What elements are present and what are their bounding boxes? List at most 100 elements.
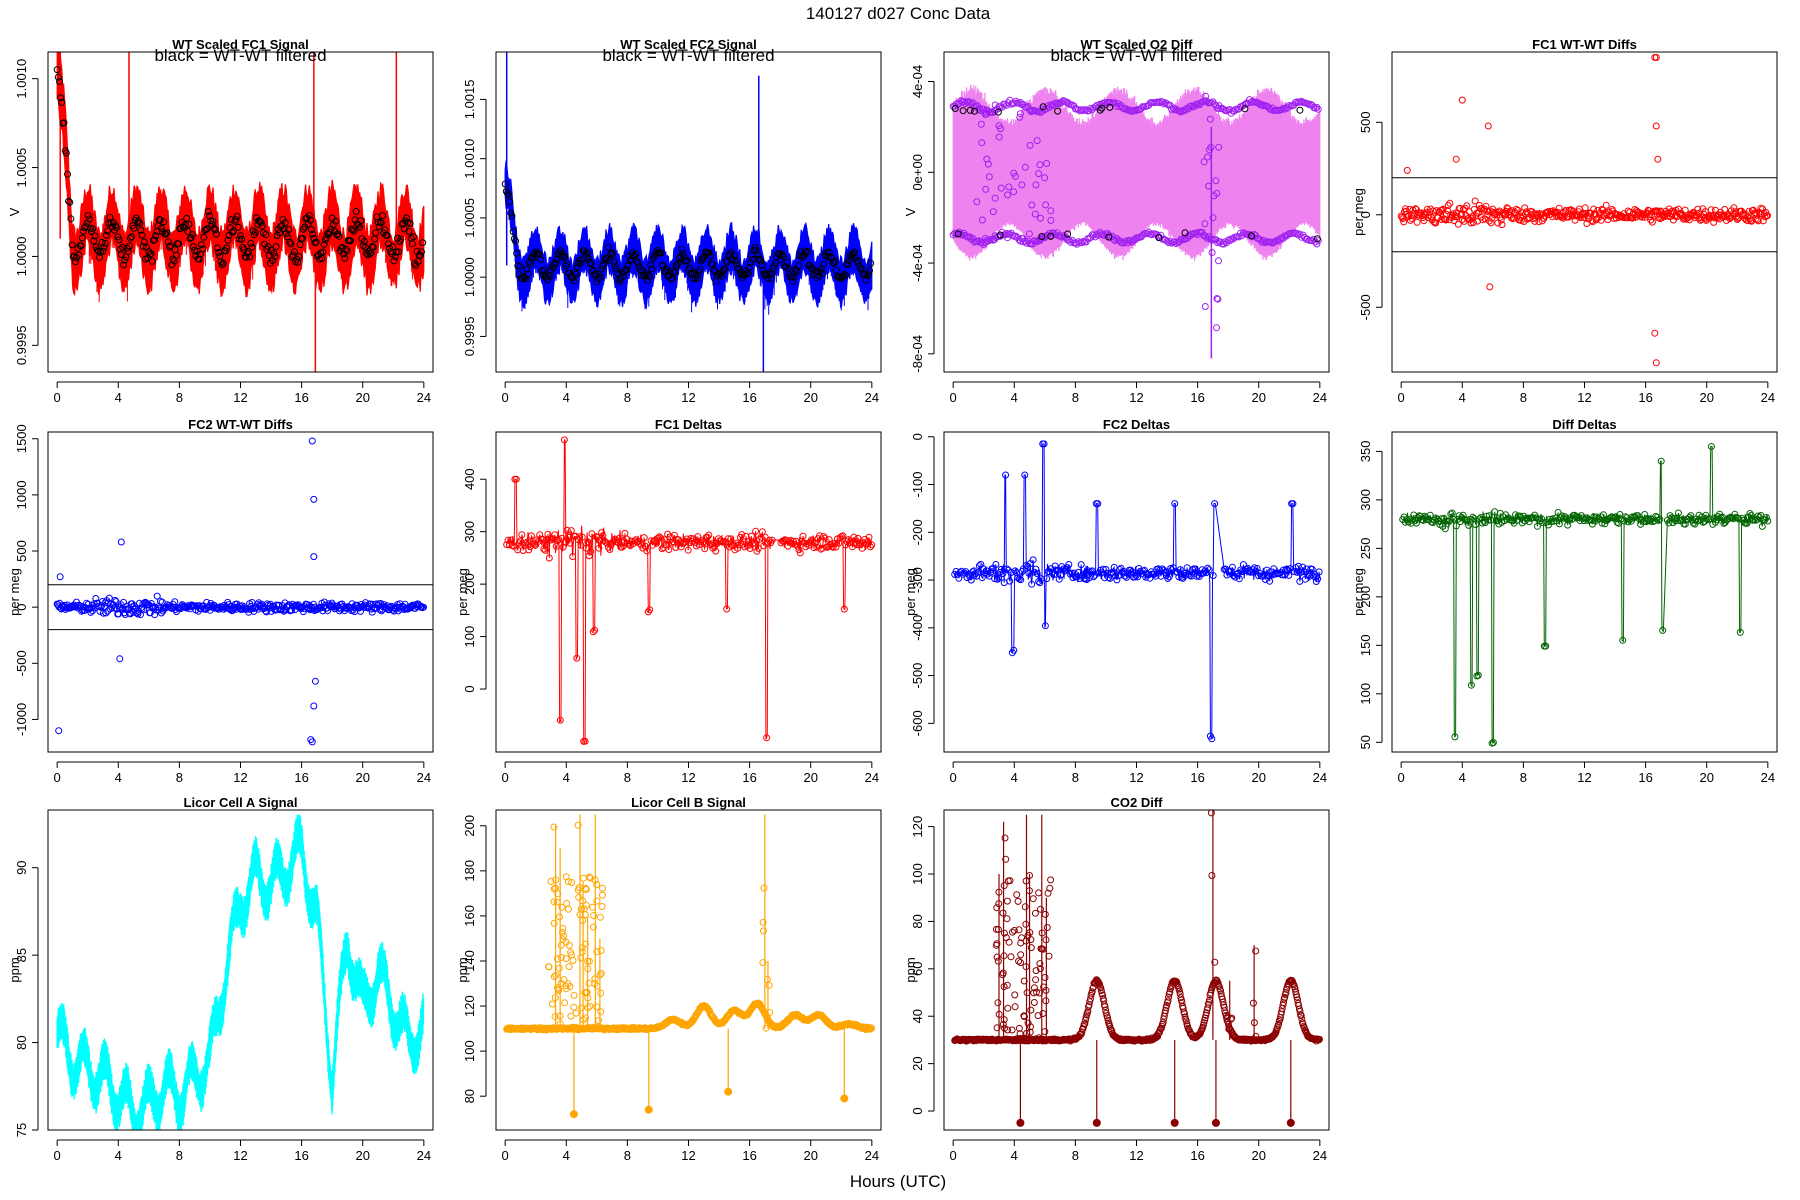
delta-point: [999, 570, 1007, 578]
y-axis-label: per meg: [455, 568, 470, 616]
y-axis-label: V: [903, 207, 918, 216]
delta-point: [758, 528, 766, 536]
y-tick-label: 1000: [14, 480, 29, 509]
filtered-point: [658, 261, 666, 269]
delta-point: [563, 526, 571, 534]
delta-point: [1584, 517, 1592, 524]
o2-point-dip: [1201, 303, 1209, 310]
delta-point: [1447, 510, 1455, 518]
panel-note: black = WT-WT filtered: [602, 46, 774, 65]
filtered-point: [696, 266, 704, 273]
filtered-point: [405, 227, 413, 235]
diff-outlier: [308, 738, 316, 746]
delta-point: [1535, 515, 1543, 523]
filtered-point: [166, 243, 173, 251]
delta-point: [1102, 566, 1110, 573]
x-tick-label: 8: [624, 390, 631, 405]
y-tick-label: 200: [462, 573, 477, 595]
delta-point: [840, 605, 848, 613]
panel-title: FC1 Deltas: [655, 417, 722, 432]
filtered-point: [151, 236, 159, 244]
o2-point-scatter: [1033, 137, 1041, 145]
filtered-point: [577, 259, 585, 267]
o2-point-scatter: [989, 208, 997, 216]
y-axis-label: per meg: [1351, 188, 1366, 236]
filtered-point: [605, 256, 613, 264]
filtered-point: [782, 263, 790, 271]
y-tick-label: 50: [1358, 735, 1373, 749]
filtered-point: [678, 245, 686, 253]
filtered-point: [372, 229, 380, 237]
o2-point-scatter: [991, 232, 999, 240]
filtered-point: [159, 228, 167, 236]
o2-point-upper: [1304, 100, 1312, 108]
diff-point: [1718, 213, 1726, 221]
y-tick-label: 1.0010: [14, 59, 29, 99]
diff-point: [299, 608, 307, 616]
delta-point: [585, 552, 593, 560]
delta-point: [866, 543, 874, 551]
filtered-point: [609, 250, 617, 258]
delta-point: [794, 542, 801, 550]
filtered-point: [233, 212, 241, 220]
delta-point: [1452, 522, 1460, 530]
x-tick-label: 16: [294, 770, 308, 785]
x-tick-label: 16: [742, 390, 756, 405]
delta-point: [991, 575, 999, 583]
y-tick-label: 0.9995: [14, 325, 29, 365]
plot-frame: [47, 431, 434, 753]
x-tick-label: 20: [1699, 390, 1713, 405]
filtered-point: [199, 245, 207, 253]
diff-outlier: [308, 437, 316, 445]
delta-point: [1077, 561, 1085, 569]
filtered-point: [644, 271, 652, 279]
x-tick-label: 20: [355, 390, 369, 405]
delta-point: [1029, 556, 1037, 564]
y-tick-label: -200: [910, 519, 925, 545]
filtered-point: [337, 244, 345, 252]
diff-point: [1467, 219, 1475, 227]
filtered-point: [75, 251, 83, 259]
x-tick-label: 8: [1520, 770, 1527, 785]
delta-point: [1015, 575, 1023, 583]
filtered-point: [552, 259, 560, 267]
delta-point: [1474, 671, 1482, 679]
filtered-point: [277, 223, 285, 231]
delta-point: [655, 533, 663, 541]
delta-point: [675, 536, 683, 544]
delta-point: [1706, 515, 1714, 523]
filtered-point: [395, 248, 403, 256]
delta-point: [1278, 571, 1286, 579]
delta-point: [1634, 512, 1642, 520]
filtered-point: [971, 107, 978, 115]
delta-point: [576, 533, 584, 541]
filtered-point: [840, 270, 848, 278]
diff-outlier: [1652, 122, 1660, 130]
filtered-point: [780, 253, 788, 260]
filtered-point: [996, 231, 1004, 239]
y-tick-label: 0: [462, 685, 477, 692]
y-tick-label: 200: [1358, 586, 1373, 608]
filtered-point: [586, 259, 594, 267]
delta-point: [727, 535, 735, 543]
diff-point: [1573, 212, 1581, 220]
x-tick-label: 0: [54, 390, 61, 405]
y-tick-label: -4e-04: [910, 244, 925, 282]
delta-point: [518, 531, 526, 539]
o2-point-upper: [1249, 97, 1257, 105]
diff-outlier: [55, 727, 63, 735]
x-tick-label: 24: [1761, 770, 1775, 785]
filtered-point: [589, 266, 597, 274]
delta-point: [505, 541, 513, 549]
filtered-point: [90, 237, 98, 245]
filtered-point: [796, 252, 804, 259]
x-tick-label: 16: [1638, 770, 1652, 785]
o2-point-lower: [1171, 238, 1179, 246]
filtered-point: [84, 212, 92, 219]
filtered-point: [1039, 103, 1047, 111]
delta-point: [820, 533, 828, 540]
y-tick-label: -500: [910, 663, 925, 689]
filtered-point: [312, 238, 320, 246]
filtered-point: [521, 274, 529, 281]
filtered-point: [1064, 230, 1072, 238]
